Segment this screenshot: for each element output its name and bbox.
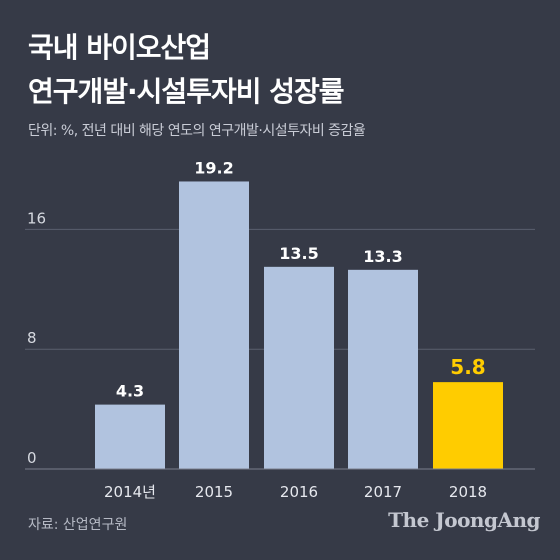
data-label: 4.3 — [116, 382, 144, 401]
data-label: 5.8 — [450, 355, 485, 379]
bar-2014년 — [95, 404, 165, 469]
y-tick-label: 8 — [27, 329, 37, 347]
data-label: 19.2 — [194, 158, 233, 177]
x-tick-label: 2015 — [195, 483, 233, 501]
brand-logo: The JoongAng — [388, 508, 540, 532]
title-line-1: 국내 바이오산업 — [28, 31, 211, 64]
y-tick-label: 0 — [27, 449, 37, 467]
data-label: 13.3 — [363, 247, 402, 266]
x-tick-label: 2018 — [449, 483, 487, 501]
x-tick-label: 2016 — [280, 483, 318, 501]
bar-2016 — [264, 266, 334, 469]
x-tick-label: 2014년 — [104, 483, 156, 501]
y-tick-label: 16 — [27, 209, 46, 227]
x-tick-label: 2017 — [364, 483, 402, 501]
bar-2015 — [179, 181, 249, 469]
bar-2017 — [348, 269, 418, 469]
data-label: 13.5 — [279, 244, 318, 263]
title-line-2: 연구개발·시설투자비 성장률 — [28, 75, 345, 108]
bar-2018 — [433, 382, 503, 469]
source-note: 자료: 산업연구원 — [28, 517, 128, 533]
chart-title: 국내 바이오산업 연구개발·시설투자비 성장률 — [28, 26, 345, 114]
chart-subtitle: 단위: %, 전년 대비 해당 연도의 연구개발·시설투자비 증감율 — [28, 123, 366, 139]
